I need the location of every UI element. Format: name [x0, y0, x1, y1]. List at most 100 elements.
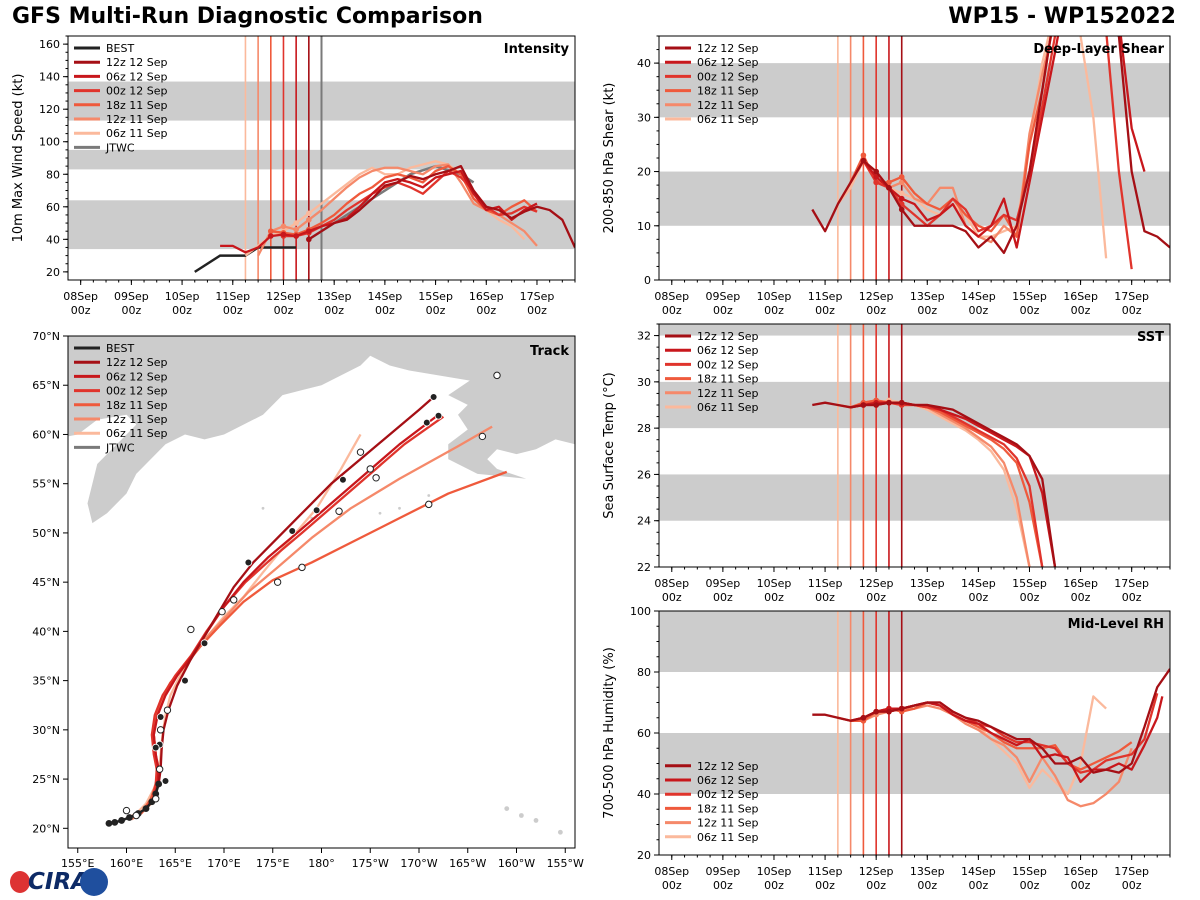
lat-tick-label: 70°N — [32, 330, 60, 343]
track-marker-open — [335, 507, 343, 515]
y-tick-label: 32 — [637, 330, 651, 343]
y-tick-label: 40 — [46, 233, 60, 246]
legend-label: 00z 12 Sep — [106, 385, 168, 398]
x-tick-label-hour: 00z — [1122, 879, 1142, 892]
legend-label: 18z 11 Sep — [106, 99, 168, 112]
legend-label: 06z 12 Sep — [697, 774, 759, 787]
threshold-band — [659, 474, 1170, 521]
track-marker-open — [356, 448, 365, 456]
panel-sst: 22242628303208Sep00z09Sep00z10Sep00z11Se… — [602, 323, 1171, 604]
x-tick-label-hour: 00z — [121, 304, 141, 317]
lat-tick-label: 55°N — [32, 478, 60, 491]
y-tick-label: 10 — [637, 220, 651, 233]
panel-title: Deep-Layer Shear — [1033, 42, 1164, 57]
lon-tick-label: 155°E — [61, 857, 94, 870]
legend-label: 06z 11 Sep — [697, 831, 759, 844]
legend-label: 12z 12 Sep — [106, 56, 168, 69]
x-tick-label-hour: 00z — [172, 304, 192, 317]
y-tick-label: 0 — [644, 274, 651, 287]
track-marker-open — [132, 811, 140, 820]
best-track-point — [118, 817, 126, 824]
legend-label: 18z 11 Sep — [697, 373, 759, 386]
y-tick-label: 80 — [46, 168, 60, 181]
series-point — [873, 179, 879, 186]
legend-label: 00z 12 Sep — [106, 85, 168, 98]
x-tick-label-hour: 00z — [274, 304, 294, 317]
lon-tick-label: 175°W — [352, 857, 389, 870]
legend-label: 00z 12 Sep — [697, 70, 759, 83]
lon-tick-label: 165°W — [449, 857, 486, 870]
x-tick-label-date: 16Sep — [1063, 577, 1098, 590]
x-tick-label-date: 10Sep — [757, 865, 792, 878]
x-tick-label-hour: 00z — [476, 304, 496, 317]
x-tick-label-hour: 00z — [866, 304, 886, 317]
series-point — [898, 179, 905, 186]
track-marker-open — [366, 465, 374, 473]
x-tick-label-hour: 00z — [426, 304, 446, 317]
x-tick-label-hour: 00z — [968, 304, 988, 317]
lon-tick-label: 170°W — [400, 857, 437, 870]
legend-label: 00z 12 Sep — [697, 358, 759, 371]
y-tick-label: 140 — [39, 71, 60, 84]
y-tick-label: 30 — [637, 376, 651, 389]
track-line — [130, 425, 493, 821]
x-tick-label-hour: 00z — [1122, 591, 1142, 604]
x-tick-label-date: 13Sep — [910, 865, 945, 878]
legend-label: 06z 12 Sep — [697, 56, 759, 69]
lat-tick-label: 45°N — [32, 576, 60, 589]
x-tick-label-date: 08Sep — [654, 290, 689, 303]
aleutian-island — [427, 494, 431, 497]
y-tick-label: 120 — [39, 103, 60, 116]
x-tick-label-hour: 00z — [1020, 879, 1040, 892]
hawaii-island — [533, 818, 539, 823]
series-line — [849, 36, 1146, 249]
track-line — [157, 396, 435, 785]
series-point — [898, 174, 905, 180]
x-tick-label-hour: 00z — [662, 879, 682, 892]
track-marker-open — [298, 563, 306, 572]
lon-tick-label: 160°W — [498, 857, 535, 870]
legend-label: 12z 11 Sep — [697, 817, 759, 830]
y-tick-label: 28 — [637, 422, 651, 435]
series-point — [873, 708, 879, 715]
panel-title: Track — [530, 344, 569, 359]
legend-label: 00z 12 Sep — [697, 788, 759, 801]
x-tick-label-hour: 00z — [713, 591, 733, 604]
x-tick-label-date: 09Sep — [706, 865, 741, 878]
legend-label: 12z 11 Sep — [106, 113, 168, 126]
series-line — [862, 36, 1133, 270]
plot-area — [68, 36, 575, 280]
x-tick-label-hour: 00z — [968, 591, 988, 604]
track-marker-open — [478, 432, 487, 441]
track-marker-filled — [422, 418, 431, 427]
x-tick-label-hour: 00z — [764, 304, 784, 317]
plot-area — [659, 324, 1170, 567]
series-point — [293, 233, 299, 239]
figure-title: GFS Multi-Run Diagnostic Comparison — [12, 4, 483, 29]
track-marker-filled — [434, 411, 443, 420]
legend-label: 06z 11 Sep — [106, 427, 168, 440]
best-track-point — [142, 805, 150, 813]
x-tick-label-date: 14Sep — [961, 290, 996, 303]
legend-label: 06z 11 Sep — [106, 127, 168, 140]
x-tick-label-hour: 00z — [917, 304, 937, 317]
lat-tick-label: 40°N — [32, 625, 60, 638]
series-point — [886, 185, 892, 191]
y-axis-label: 10m Max Wind Speed (kt) — [11, 74, 26, 243]
storm-id-title: WP15 - WP152022 — [948, 4, 1176, 29]
x-tick-label-date: 12Sep — [859, 577, 894, 590]
series-point — [898, 705, 905, 712]
x-tick-label-hour: 00z — [815, 591, 835, 604]
lat-tick-label: 30°N — [32, 724, 60, 737]
track-marker-open — [372, 474, 380, 482]
x-tick-label-hour: 00z — [917, 591, 937, 604]
x-tick-label-date: 16Sep — [1063, 290, 1098, 303]
track-marker-open — [122, 806, 131, 815]
threshold-band — [659, 63, 1170, 118]
x-tick-label-hour: 00z — [71, 304, 91, 317]
x-tick-label-date: 17Sep — [1114, 577, 1149, 590]
panel-rh: 2040608010008Sep00z09Sep00z10Sep00z11Sep… — [602, 605, 1171, 892]
x-tick-label-date: 13Sep — [910, 577, 945, 590]
track-marker-open — [155, 765, 164, 773]
